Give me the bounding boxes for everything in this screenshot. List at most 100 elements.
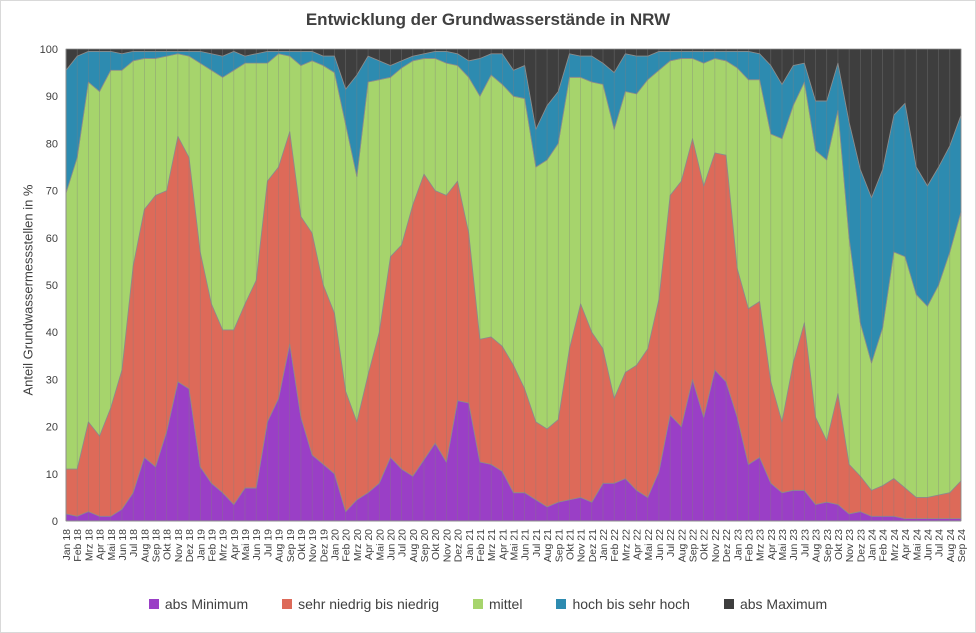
x-tick-label: Dez 23 — [855, 529, 867, 562]
x-tick-label: Aug 23 — [811, 529, 823, 562]
x-tick-label: Aug 19 — [274, 529, 286, 562]
legend-swatch-abs-maximum — [723, 599, 734, 609]
x-tick-label: Mai 21 — [509, 529, 521, 561]
x-tick-label: Okt 18 — [162, 529, 174, 560]
y-tick-label: 20 — [46, 422, 58, 434]
x-tick-label: Aug 24 — [945, 529, 957, 562]
x-tick-label: Feb 23 — [743, 529, 755, 562]
legend: abs Minimum sehr niedrig bis niedrig mit… — [0, 596, 976, 612]
x-tick-label: Nov 23 — [844, 529, 856, 562]
legend-label-abs-minimum: abs Minimum — [164, 596, 249, 612]
x-tick-label: Dez 19 — [318, 529, 330, 562]
x-tick-label: Apr 19 — [229, 529, 241, 560]
x-tick-label: Okt 19 — [296, 529, 308, 560]
x-tick-label: Sep 19 — [285, 529, 297, 562]
x-tick-label: Jul 22 — [665, 529, 677, 557]
x-tick-label: Apr 22 — [632, 529, 644, 560]
x-tick-label: Sep 23 — [822, 529, 834, 562]
x-tick-label: Dez 18 — [184, 529, 196, 562]
x-tick-label: Mrz 20 — [352, 529, 364, 561]
x-tick-label: Feb 20 — [341, 529, 353, 562]
x-tick-label: Jul 20 — [397, 529, 409, 557]
x-tick-label: Apr 21 — [497, 529, 509, 560]
x-tick-label: Okt 20 — [430, 529, 442, 560]
x-tick-label: Mai 23 — [777, 529, 789, 561]
legend-item-mittel: mittel — [472, 596, 523, 612]
x-tick-label: Feb 18 — [72, 529, 84, 562]
x-tick-label: Mrz 23 — [755, 529, 767, 561]
x-tick-label: Nov 18 — [173, 529, 185, 562]
legend-swatch-sehr-niedrig — [282, 599, 293, 609]
x-tick-label: Sep 24 — [956, 529, 968, 562]
x-tick-label: Jun 20 — [385, 529, 397, 561]
y-tick-label: 30 — [46, 374, 58, 386]
legend-item-abs-minimum: abs Minimum — [148, 596, 249, 612]
legend-item-sehr-niedrig: sehr niedrig bis niedrig — [282, 596, 439, 612]
x-tick-label: Jan 21 — [464, 529, 476, 561]
x-tick-label: Apr 24 — [900, 529, 912, 560]
y-tick-label: 10 — [46, 469, 58, 481]
x-tick-label: Apr 23 — [766, 529, 778, 560]
legend-swatch-hoch — [556, 599, 567, 609]
x-tick-label: Dez 20 — [453, 529, 465, 562]
x-tick-label: Mai 22 — [643, 529, 655, 561]
legend-label-abs-maximum: abs Maximum — [739, 596, 828, 612]
x-tick-label: Okt 23 — [833, 529, 845, 560]
y-tick-label: 70 — [46, 186, 58, 198]
x-tick-label: Jul 23 — [799, 529, 811, 557]
x-tick-label: Jun 22 — [654, 529, 666, 561]
x-tick-label: Okt 22 — [699, 529, 711, 560]
x-tick-label: Aug 20 — [408, 529, 420, 562]
legend-item-abs-maximum: abs Maximum — [723, 596, 828, 612]
x-tick-label: Sep 20 — [419, 529, 431, 562]
y-tick-label: 90 — [46, 91, 58, 103]
y-tick-label: 60 — [46, 233, 58, 245]
x-tick-label: Nov 19 — [307, 529, 319, 562]
x-tick-label: Jun 21 — [520, 529, 532, 561]
x-tick-label: Feb 19 — [206, 529, 218, 562]
legend-swatch-mittel — [472, 599, 483, 609]
x-tick-label: Mrz 18 — [83, 529, 95, 561]
x-tick-label: Mai 18 — [106, 529, 118, 561]
x-tick-label: Mai 24 — [911, 529, 923, 561]
x-tick-label: Dez 21 — [587, 529, 599, 562]
x-tick-label: Apr 20 — [363, 529, 375, 560]
x-tick-label: Jan 20 — [330, 529, 342, 561]
y-tick-label: 80 — [46, 138, 58, 150]
x-tick-label: Jan 24 — [867, 529, 879, 561]
y-tick-label: 40 — [46, 327, 58, 339]
y-tick-label: 50 — [46, 280, 58, 292]
x-tick-label: Aug 18 — [139, 529, 151, 562]
x-tick-label: Jul 19 — [262, 529, 274, 557]
x-tick-label: Nov 22 — [710, 529, 722, 562]
x-tick-label: Jun 19 — [251, 529, 263, 561]
y-tick-label: 0 — [52, 516, 58, 528]
x-tick-label: Jun 18 — [117, 529, 129, 561]
x-tick-label: Nov 20 — [441, 529, 453, 562]
x-tick-label: Jan 23 — [732, 529, 744, 561]
x-tick-label: Mrz 22 — [620, 529, 632, 561]
x-tick-label: Sep 18 — [151, 529, 163, 562]
x-tick-label: Jul 18 — [128, 529, 140, 557]
x-tick-label: Feb 24 — [878, 529, 890, 562]
x-tick-label: Mrz 24 — [889, 529, 901, 561]
x-tick-label: Apr 18 — [95, 529, 107, 560]
x-tick-label: Jul 24 — [934, 529, 946, 557]
chart-title: Entwicklung der Grundwasserstände in NRW — [305, 10, 671, 29]
x-tick-label: Dez 22 — [721, 529, 733, 562]
x-tick-label: Jan 22 — [598, 529, 610, 561]
x-tick-label: Jun 23 — [788, 529, 800, 561]
x-tick-label: Mai 19 — [240, 529, 252, 561]
x-tick-label: Jun 24 — [922, 529, 934, 561]
x-tick-label: Mrz 21 — [486, 529, 498, 561]
x-tick-label: Jan 19 — [195, 529, 207, 561]
legend-swatch-abs-minimum — [148, 599, 159, 609]
x-tick-label: Feb 22 — [609, 529, 621, 562]
x-tick-label: Aug 21 — [542, 529, 554, 562]
legend-label-hoch: hoch bis sehr hoch — [572, 596, 690, 612]
x-tick-label: Nov 21 — [576, 529, 588, 562]
legend-label-mittel: mittel — [488, 596, 523, 612]
legend-label-sehr-niedrig: sehr niedrig bis niedrig — [298, 596, 439, 612]
y-tick-label: 100 — [40, 44, 58, 56]
